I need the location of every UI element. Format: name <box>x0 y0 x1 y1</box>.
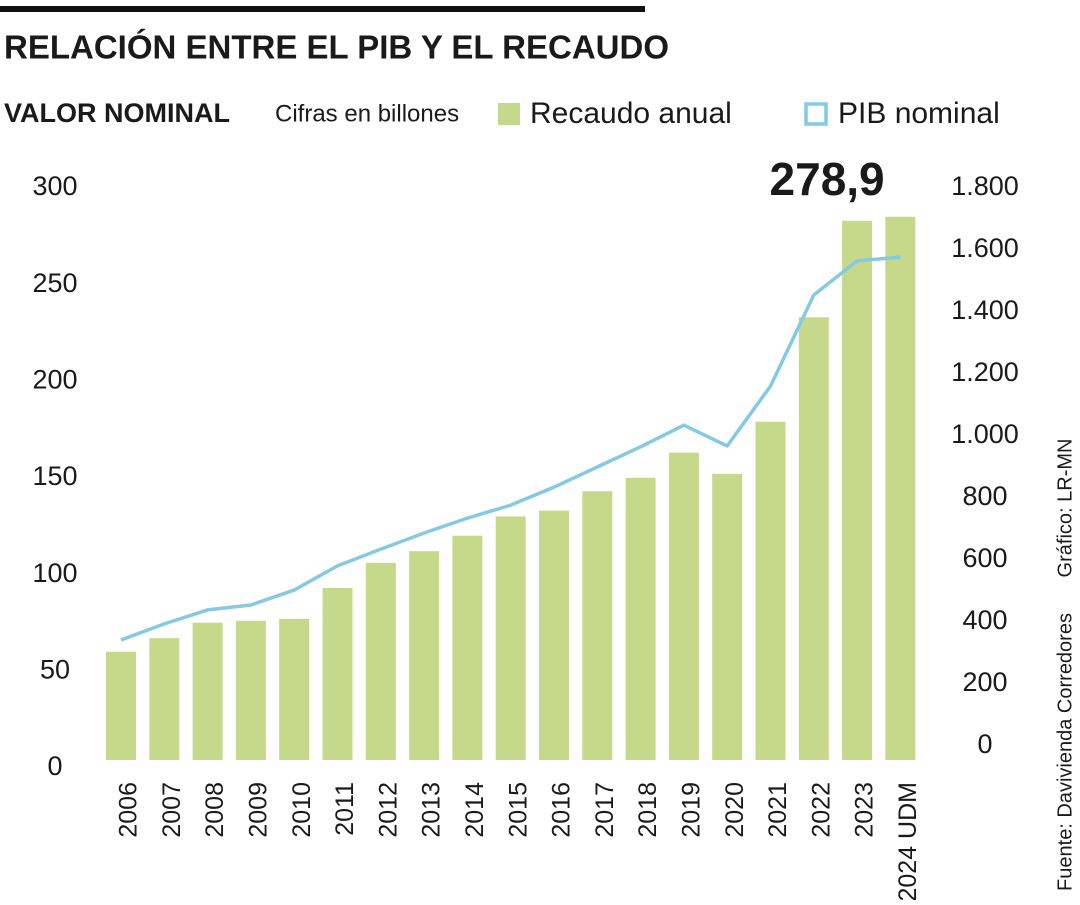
x-tick-label: 2021 <box>764 782 792 838</box>
x-tick-label: 2010 <box>288 782 316 838</box>
bar <box>365 562 396 760</box>
bar <box>668 452 699 760</box>
credit: Gráfico: LR-MN <box>1054 439 1076 578</box>
y2-tick-label: 1.800 <box>951 171 1019 201</box>
x-tick-label: 2012 <box>374 782 402 838</box>
bar <box>755 421 786 760</box>
x-tick-label: 2011 <box>331 782 359 836</box>
x-tick-label: 2022 <box>807 782 835 838</box>
chart-title: RELACIÓN ENTRE EL PIB Y EL RECAUDO <box>4 29 669 66</box>
y-tick-label: 150 <box>32 461 77 491</box>
x-tick-label: 2019 <box>678 782 706 838</box>
bar <box>539 510 569 760</box>
y-tick-label: 50 <box>40 654 70 684</box>
bar <box>452 535 483 760</box>
bar <box>712 473 743 760</box>
bar <box>798 317 829 760</box>
y-tick-label: 0 <box>47 751 62 781</box>
legend-label: Recaudo anual <box>530 97 732 130</box>
bar <box>409 551 440 760</box>
y2-tick-label: 1.200 <box>951 357 1019 387</box>
x-tick-label: 2006 <box>115 782 143 838</box>
x-tick-label: 2009 <box>245 782 273 838</box>
y2-tick-label: 200 <box>962 667 1007 697</box>
unit-note: Cifras en billones <box>275 100 459 127</box>
y2-tick-label: 400 <box>962 605 1007 635</box>
legend-swatch <box>804 102 828 126</box>
bar <box>192 622 223 760</box>
legend-label: PIB nominal <box>838 97 1000 130</box>
x-tick-label: 2014 <box>461 782 489 838</box>
y2-tick-label: 0 <box>977 729 992 759</box>
x-tick-label: 2016 <box>548 782 576 838</box>
line <box>120 255 901 642</box>
bar <box>322 587 353 760</box>
bar <box>235 620 266 760</box>
chart-subtitle: VALOR NOMINAL <box>4 98 230 128</box>
x-tick-label: 2020 <box>721 782 749 838</box>
x-tick-label: 2013 <box>418 782 446 838</box>
y2-tick-label: 1.400 <box>951 295 1019 325</box>
y2-tick-label: 800 <box>962 481 1007 511</box>
bar <box>106 651 136 760</box>
bar <box>495 516 526 760</box>
x-tick-label: 2023 <box>851 782 879 838</box>
x-tick-label: 2017 <box>591 782 619 838</box>
y-tick-label: 200 <box>32 364 77 394</box>
y2-tick-label: 600 <box>962 543 1007 573</box>
x-tick-label: 2024 UDM <box>894 782 922 900</box>
bar <box>279 618 310 760</box>
y-tick-label: 100 <box>32 558 77 588</box>
x-tick-label: 2015 <box>504 782 532 838</box>
value-label: 278,9 <box>770 153 885 205</box>
x-tick-label: 2018 <box>634 782 662 838</box>
x-tick-label: 2007 <box>158 782 186 838</box>
bar <box>582 491 613 760</box>
source: Fuente: Davivienda Corredores <box>1054 613 1076 891</box>
top-rule <box>0 6 645 12</box>
y2-tick-label: 1.000 <box>951 419 1019 449</box>
y-tick-label: 300 <box>32 171 77 201</box>
bar <box>625 477 656 760</box>
bar <box>842 220 873 760</box>
y2-tick-label: 1.600 <box>951 233 1019 263</box>
x-tick-label: 2008 <box>201 782 229 838</box>
legend-swatch <box>498 103 520 125</box>
bar <box>885 216 916 760</box>
y-tick-label: 250 <box>32 268 77 298</box>
bar <box>149 638 180 760</box>
